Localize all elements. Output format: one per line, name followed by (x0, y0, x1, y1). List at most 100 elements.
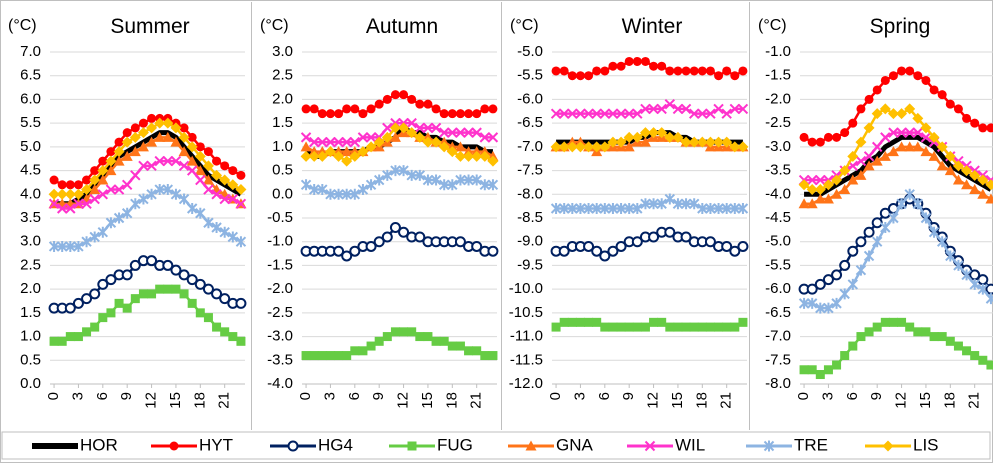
marker (912, 198, 924, 210)
y-tick-label: -7.5 (517, 162, 543, 179)
y-tick-label: -1.5 (765, 67, 791, 84)
marker (300, 179, 312, 191)
marker (487, 179, 499, 191)
y-tick-label: 1.5 (20, 304, 41, 321)
marker (904, 127, 915, 138)
marker (194, 278, 206, 290)
marker (616, 322, 626, 332)
series (301, 327, 498, 361)
marker (880, 317, 890, 327)
marker (905, 322, 915, 332)
marker (839, 184, 851, 195)
marker (680, 103, 692, 115)
marker (985, 293, 993, 305)
marker (90, 166, 100, 176)
marker (301, 351, 311, 361)
marker (961, 165, 973, 177)
marker (799, 365, 809, 375)
marker (729, 203, 741, 215)
marker (366, 341, 376, 351)
marker (154, 117, 166, 129)
marker (447, 127, 458, 138)
marker (373, 236, 385, 248)
marker (936, 160, 948, 171)
marker (599, 250, 611, 262)
marker (912, 141, 924, 152)
marker (977, 274, 989, 286)
marker (583, 141, 595, 153)
marker (904, 188, 915, 200)
series (48, 117, 247, 200)
chart-title: Winter (622, 15, 683, 38)
marker (644, 440, 656, 452)
marker (600, 66, 610, 76)
marker (406, 117, 417, 129)
marker (113, 184, 125, 195)
marker (632, 322, 642, 332)
chart-title: Summer (110, 15, 189, 38)
marker (178, 131, 190, 143)
marker (673, 66, 683, 76)
y-tick-label: 3.5 (20, 209, 41, 226)
marker (382, 94, 392, 104)
marker (235, 184, 247, 196)
marker (551, 322, 561, 332)
marker (904, 141, 916, 152)
y-axis-label: (°C) (758, 17, 787, 34)
y-axis-label: (°C) (8, 17, 37, 34)
x-tick-label: 6 (844, 392, 861, 400)
marker (977, 188, 989, 199)
y-tick-label: -6.5 (765, 304, 791, 321)
marker (414, 131, 426, 143)
marker (106, 147, 116, 157)
marker (56, 240, 68, 252)
marker (170, 188, 182, 200)
marker (365, 179, 377, 191)
marker (680, 231, 692, 243)
marker (729, 103, 741, 115)
y-tick-label: -7.0 (517, 138, 543, 155)
y-tick-label: 7.0 (20, 43, 41, 60)
marker (705, 66, 715, 76)
marker (178, 269, 190, 281)
marker (831, 297, 842, 309)
x-tick-label: 3 (69, 392, 86, 400)
marker (178, 193, 190, 205)
y-tick-label: -9.0 (517, 233, 543, 250)
marker (73, 180, 83, 190)
marker (317, 109, 327, 119)
y-tick-label: -2.5 (267, 304, 293, 321)
marker (591, 141, 603, 153)
marker (656, 198, 667, 210)
marker (823, 302, 834, 314)
marker (365, 132, 377, 143)
series (300, 122, 499, 167)
marker (350, 104, 360, 114)
marker (170, 264, 182, 276)
marker (89, 231, 100, 243)
marker (623, 203, 635, 215)
marker (814, 193, 826, 204)
marker (722, 66, 732, 76)
marker (575, 317, 585, 327)
marker (567, 203, 578, 215)
marker (146, 136, 158, 147)
marker (439, 336, 449, 346)
marker (551, 66, 561, 76)
marker (407, 94, 417, 104)
marker (212, 322, 222, 332)
marker (431, 336, 441, 346)
marker (697, 66, 707, 76)
marker (64, 188, 76, 200)
marker (406, 169, 417, 181)
marker (806, 198, 818, 209)
marker (714, 322, 724, 332)
marker (567, 71, 577, 81)
legend-label: FUG (437, 435, 473, 454)
marker (381, 231, 393, 243)
marker (705, 203, 716, 215)
y-tick-label: 4.0 (20, 185, 41, 202)
y-tick-label: -6.5 (517, 114, 543, 131)
marker (235, 297, 247, 309)
x-tick-label: 9 (118, 392, 135, 400)
